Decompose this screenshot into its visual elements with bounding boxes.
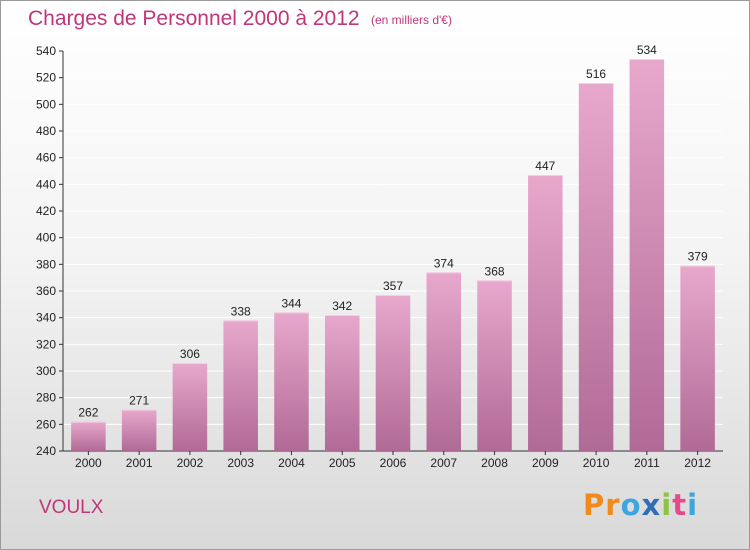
logo-letter: i xyxy=(687,488,699,522)
y-tick-label: 460 xyxy=(36,151,56,165)
y-tick-label: 260 xyxy=(36,417,56,431)
data-label: 338 xyxy=(231,304,251,318)
x-tick-label: 2003 xyxy=(227,456,254,470)
data-label: 271 xyxy=(129,394,149,408)
x-tick-label: 2008 xyxy=(481,456,508,470)
data-label: 379 xyxy=(688,250,708,264)
y-tick-label: 540 xyxy=(36,44,56,58)
y-tick-label: 440 xyxy=(36,177,56,191)
bar xyxy=(274,312,309,451)
x-tick-label: 2004 xyxy=(278,456,305,470)
x-tick-label: 2002 xyxy=(177,456,204,470)
x-tick-label: 2005 xyxy=(329,456,356,470)
bar xyxy=(172,363,208,451)
logo-letter: x xyxy=(641,488,662,522)
x-tick-label: 2001 xyxy=(126,456,153,470)
y-tick-label: 400 xyxy=(36,231,56,245)
logo-letter: o xyxy=(620,488,642,522)
bar xyxy=(680,265,715,451)
proxiti-logo[interactable]: Proxiti xyxy=(583,488,698,522)
bar xyxy=(71,421,106,451)
y-tick-label: 520 xyxy=(36,71,56,85)
data-label: 374 xyxy=(434,256,454,270)
y-tick-label: 360 xyxy=(36,284,56,298)
bar xyxy=(426,272,462,451)
bar xyxy=(477,280,512,451)
y-tick-label: 420 xyxy=(36,204,56,218)
chart-subtitle: (en milliers d'€) xyxy=(371,13,452,27)
y-tick-label: 300 xyxy=(36,364,56,378)
data-label: 516 xyxy=(586,67,606,81)
logo-letter: i xyxy=(661,488,673,522)
bar xyxy=(375,295,411,451)
bar xyxy=(528,175,563,451)
data-label: 262 xyxy=(78,406,98,420)
y-tick-label: 240 xyxy=(36,444,56,458)
bar xyxy=(578,83,614,451)
data-label: 368 xyxy=(485,264,505,278)
x-tick-label: 2000 xyxy=(75,456,102,470)
x-tick-label: 2011 xyxy=(634,456,660,470)
x-tick-label: 2009 xyxy=(532,456,559,470)
x-tick-label: 2010 xyxy=(583,456,610,470)
data-label: 534 xyxy=(637,43,657,57)
x-tick-label: 2007 xyxy=(430,456,457,470)
x-tick-label: 2012 xyxy=(684,456,711,470)
y-tick-label: 480 xyxy=(36,124,56,138)
y-tick-label: 380 xyxy=(36,257,56,271)
data-label: 306 xyxy=(180,347,200,361)
bar xyxy=(629,59,665,451)
logo-letter: r xyxy=(605,488,621,522)
logo-letter: P xyxy=(583,488,606,522)
data-label: 357 xyxy=(383,279,403,293)
data-label: 344 xyxy=(281,296,301,310)
y-tick-label: 280 xyxy=(36,391,56,405)
data-label: 342 xyxy=(332,299,352,313)
data-label: 447 xyxy=(535,159,555,173)
x-tick-label: 2006 xyxy=(380,456,407,470)
bar xyxy=(121,409,157,451)
logo-letter: t xyxy=(672,488,688,522)
y-tick-label: 500 xyxy=(36,97,56,111)
chart-title: Charges de Personnel 2000 à 2012 xyxy=(28,7,360,30)
y-tick-label: 320 xyxy=(36,337,56,351)
bar xyxy=(324,315,360,451)
y-tick-label: 340 xyxy=(36,311,56,325)
commune-name: VOULX xyxy=(39,497,104,518)
bar xyxy=(223,320,258,451)
